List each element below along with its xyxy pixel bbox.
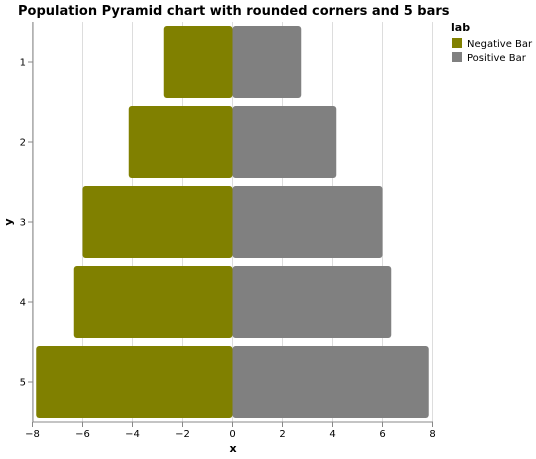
positive-bar: [232, 266, 392, 338]
legend: lab Negative Bar Positive Bar: [451, 21, 533, 64]
positive-bar: [232, 26, 302, 98]
x-tick-label: 2: [279, 429, 285, 440]
y-tick-label: 2: [20, 138, 26, 149]
x-axis-title: x: [229, 442, 236, 455]
y-tick-label: 4: [20, 298, 26, 309]
y-tick-label: 3: [20, 218, 26, 229]
positive-bar: [232, 346, 429, 418]
x-tick-label: 4: [329, 429, 335, 440]
positive-bar: [232, 186, 383, 258]
legend-title: lab: [451, 21, 470, 34]
positive-bar: [232, 106, 337, 178]
x-tick-label: 0: [229, 429, 235, 440]
y-tick-label: 1: [20, 58, 26, 69]
y-axis-title: y: [2, 218, 15, 225]
x-tick-label: −6: [75, 429, 90, 440]
axes: 1 2 3 4 5 −8 −6 −4 −2 0 2 4 6 8: [20, 22, 436, 440]
negative-bar: [163, 26, 233, 98]
bars: [36, 26, 429, 418]
legend-label: Negative Bar: [467, 39, 533, 50]
negative-bar: [36, 346, 233, 418]
x-tick-label: 6: [379, 429, 385, 440]
chart-title: Population Pyramid chart with rounded co…: [18, 4, 450, 19]
negative-bar: [82, 186, 233, 258]
x-tick-label: 8: [429, 429, 435, 440]
x-tick-label: −8: [25, 429, 40, 440]
negative-bar: [73, 266, 233, 338]
legend-swatch: [452, 52, 462, 62]
x-tick-label: −2: [175, 429, 190, 440]
x-tick-label: −4: [125, 429, 140, 440]
negative-bar: [128, 106, 233, 178]
legend-label: Positive Bar: [467, 53, 527, 64]
y-tick-label: 5: [20, 378, 26, 389]
legend-swatch: [452, 38, 462, 48]
